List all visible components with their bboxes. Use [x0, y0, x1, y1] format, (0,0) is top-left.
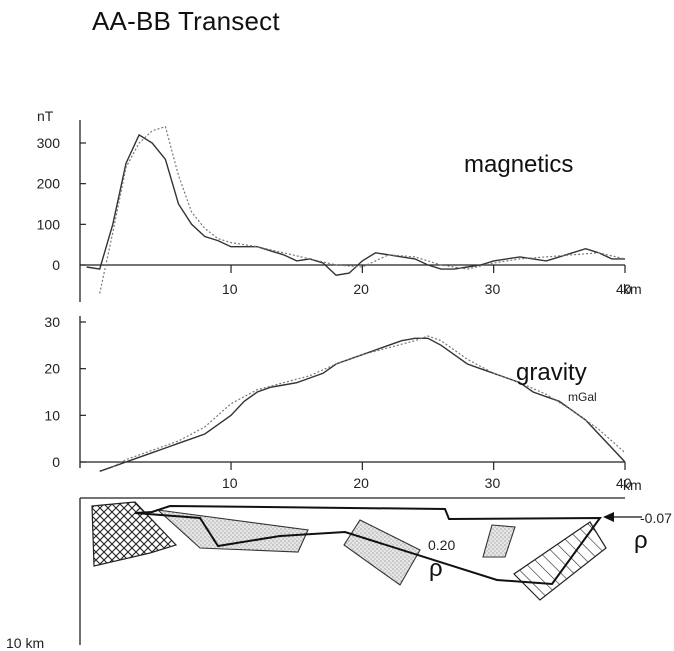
magnetics-label: magnetics [464, 151, 573, 178]
gravity-y-tick-label: 0 [52, 454, 60, 470]
gravity-x-tick-label: 10 [222, 475, 238, 491]
magnetics-panel: nT 0 100 200 300 10 20 30 40 km magnetics [37, 108, 642, 302]
section-depth-label: 10 km [6, 635, 44, 651]
gravity-unit-label: mGal [568, 390, 597, 404]
dotted-body-center [343, 519, 421, 586]
magnetics-y-tick-label: 100 [37, 216, 61, 232]
gravity-x-ticks: 10 20 30 40 [222, 462, 632, 491]
gravity-y-tick-label: 20 [44, 361, 60, 377]
gravity-x-tick-label: 20 [353, 475, 369, 491]
page-title: AA-BB Transect [92, 6, 280, 36]
magnetics-y-tick-label: 200 [37, 176, 61, 192]
density-contrast-center: 0.20 [428, 537, 455, 553]
dotted-body-left [156, 509, 309, 553]
gravity-label: gravity [516, 359, 587, 386]
gravity-curves [99, 335, 626, 472]
magnetics-y-ticks: 0 100 200 300 [37, 135, 86, 273]
magnetics-y-tick-label: 0 [52, 257, 60, 273]
magnetics-curves [86, 125, 626, 294]
gravity-calculated-curve [112, 335, 626, 468]
gravity-x-tick-label: 40 [616, 475, 632, 491]
hatched-body [513, 521, 607, 601]
gravity-x-tick-label: 30 [485, 475, 501, 491]
magnetics-x-ticks: 10 20 30 40 [222, 265, 632, 297]
density-contrast-right: -0.07 [640, 510, 672, 526]
magnetics-unit-label: nT [37, 108, 54, 124]
gravity-x-unit: km [623, 477, 642, 493]
magnetics-x-tick-label: 20 [353, 281, 369, 297]
model-body-outline [134, 504, 602, 586]
gravity-y-ticks: 0 10 20 30 [44, 314, 86, 470]
magnetics-y-tick-label: 300 [37, 135, 61, 151]
magnetics-x-unit: km [623, 281, 642, 297]
gravity-y-tick-label: 10 [44, 407, 60, 423]
density-arrow-head [603, 512, 614, 522]
crosshatched-body [91, 501, 178, 567]
dotted-body-right [482, 524, 516, 558]
cross-section: 10 km -0.07 ρ 0.20 ρ [6, 497, 672, 651]
magnetics-x-tick-label: 30 [485, 281, 501, 297]
magnetics-x-tick-label: 40 [616, 281, 632, 297]
gravity-panel: 0 10 20 30 10 20 30 40 km gravity mGal [44, 314, 641, 493]
magnetics-x-tick-label: 10 [222, 281, 238, 297]
magnetics-calculated-curve [99, 125, 626, 294]
gravity-y-tick-label: 30 [44, 314, 60, 330]
rho-symbol-right: ρ [634, 527, 648, 554]
rho-symbol-center: ρ [429, 555, 443, 582]
